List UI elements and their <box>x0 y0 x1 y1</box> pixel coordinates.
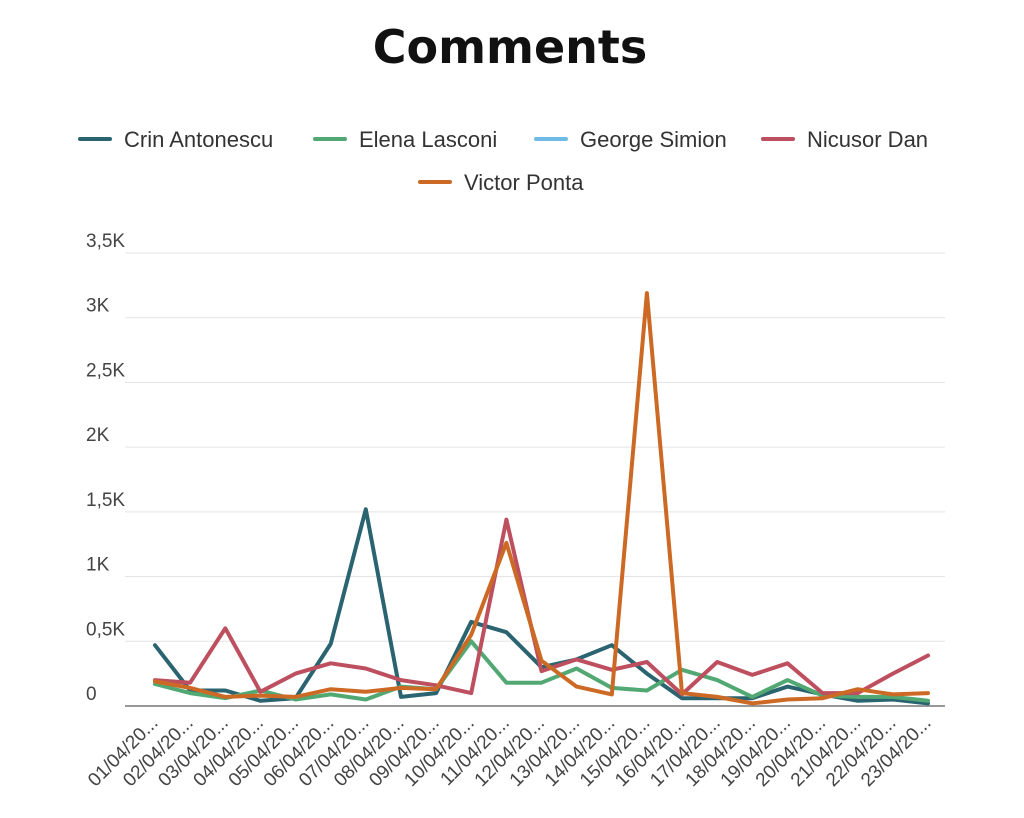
legend-label: Nicusor Dan <box>807 127 928 152</box>
x-axis-ticks: 01/04/20...02/04/20...03/04/20...04/04/2… <box>84 713 935 791</box>
series-lines <box>153 291 930 706</box>
legend: Crin Antonescu Elena Lasconi George Simion… <box>78 127 928 195</box>
y-axis-ticks: 0 0,5K 1K 1,5K 2K 2,5K 3K 3,5K <box>86 231 125 705</box>
series-line <box>153 507 930 706</box>
y-tick-label: 3K <box>86 296 110 317</box>
legend-label: George Simion <box>580 127 727 152</box>
y-gridlines <box>125 252 945 642</box>
series-line <box>153 291 930 706</box>
series-line <box>153 517 930 697</box>
legend-label: Elena Lasconi <box>359 127 497 152</box>
y-tick-label: 0 <box>86 684 97 705</box>
y-tick-label: 0,5K <box>86 619 125 640</box>
y-tick-label: 1K <box>86 555 110 576</box>
y-tick-label: 1,5K <box>86 490 125 511</box>
legend-label: Victor Ponta <box>464 170 584 195</box>
y-tick-label: 2K <box>86 425 110 446</box>
legend-label: Crin Antonescu <box>124 127 273 152</box>
y-tick-label: 2,5K <box>86 360 125 381</box>
chart-title: Comments <box>373 20 648 74</box>
y-tick-label: 3,5K <box>86 231 125 252</box>
